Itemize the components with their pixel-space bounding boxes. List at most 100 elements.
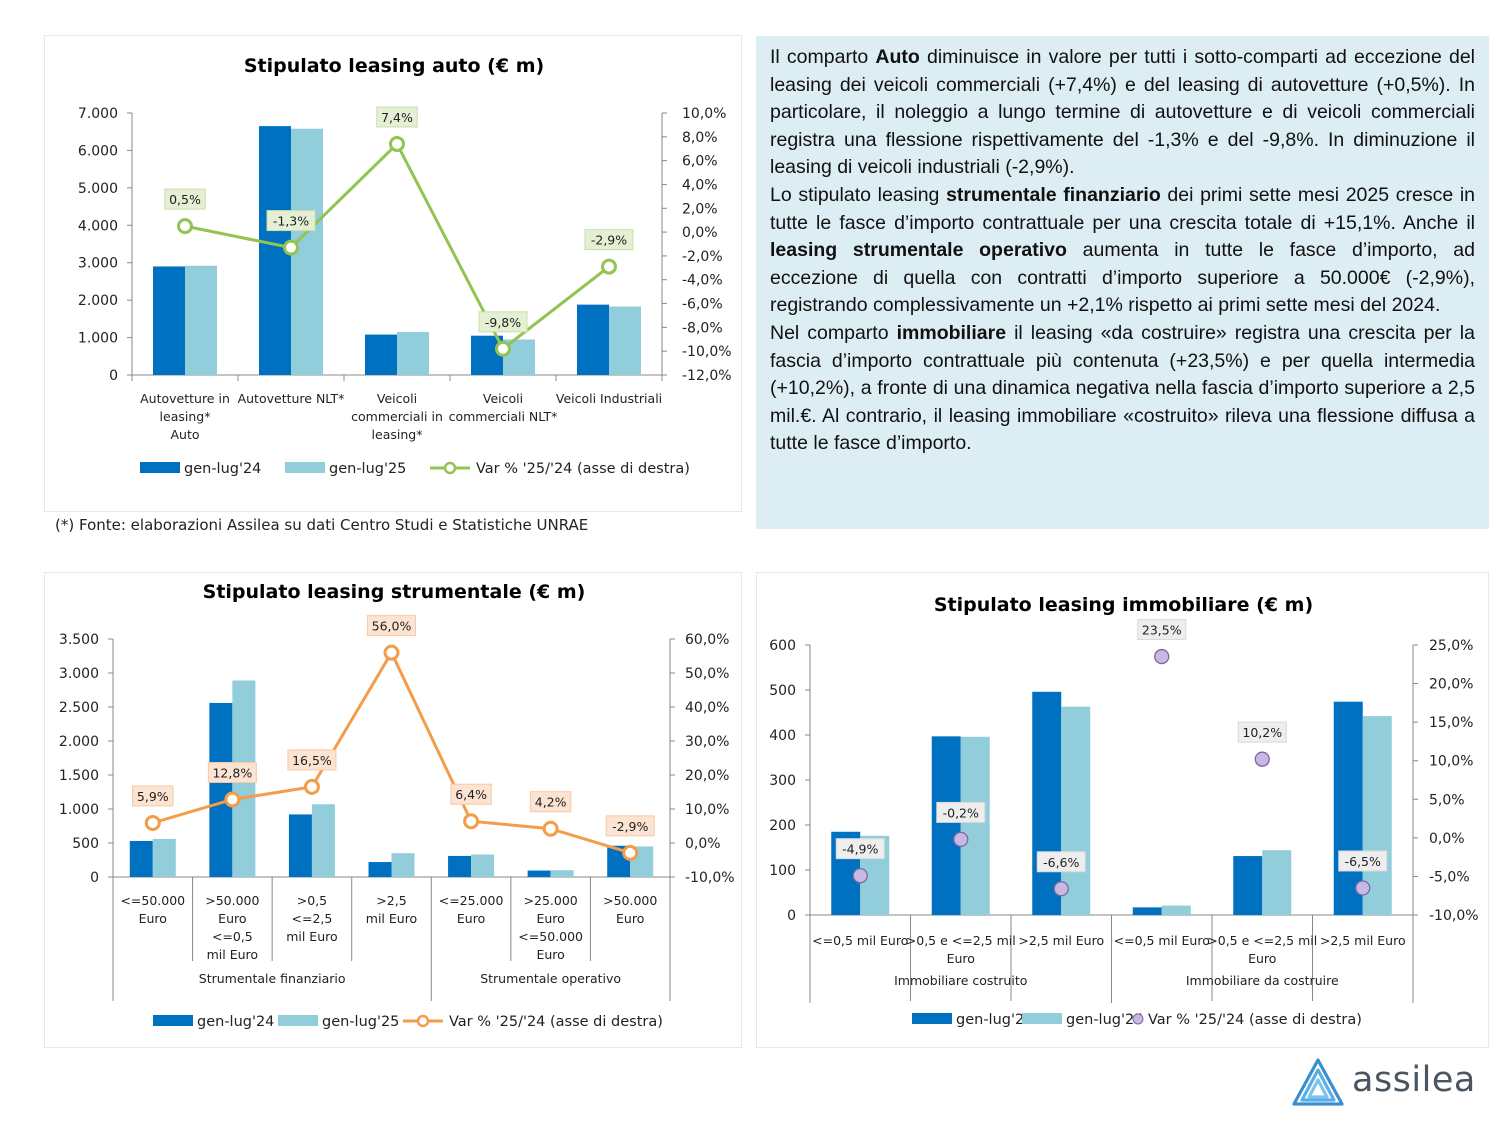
chart-title: Stipulato leasing immobiliare (€ m) [934, 594, 1313, 616]
bar-gen-lug-24 [1132, 907, 1162, 915]
y2-axis-tick-label: 50,0% [685, 666, 729, 682]
y-axis-tick-label: 1.500 [59, 768, 99, 784]
variation-data-label: 10,2% [1242, 725, 1282, 740]
commentary-bold-text: Auto [875, 46, 920, 68]
variation-label-box [287, 749, 337, 771]
category-label: >0,5 e <=2,5 mil [1207, 933, 1317, 948]
y-axis-tick-label: 6.000 [78, 143, 118, 159]
variation-point [601, 258, 617, 275]
y2-axis-tick-label: 0,0% [1429, 831, 1465, 847]
y2-axis-tick-label: -5,0% [1429, 869, 1470, 885]
y-axis-tick-label: 300 [769, 773, 796, 789]
variation-label-box [376, 106, 418, 128]
variation-data-label: -6,5% [1345, 854, 1381, 869]
bar-gen-lug-24 [368, 862, 392, 877]
variation-point [1053, 881, 1069, 897]
bar-gen-lug-25 [1362, 716, 1392, 915]
bar-gen-lug-24 [1333, 701, 1363, 915]
variation-data-label: 5,9% [137, 789, 169, 804]
y-axis-tick-label: 2.500 [59, 700, 99, 716]
variation-data-label: 12,8% [212, 765, 252, 780]
category-label: <=50.000 [518, 929, 583, 944]
legend-label: gen-lug'25 [322, 1014, 399, 1030]
category-label: <=2,5 [292, 911, 333, 926]
variation-label-box [207, 761, 257, 783]
variation-point [389, 135, 405, 152]
variation-point [953, 831, 969, 848]
category-label: Veicoli Industriali [556, 391, 662, 406]
variation-data-label: -0,2% [943, 805, 979, 820]
category-label: <=25.000 [439, 893, 504, 908]
legend-swatch-variation-marker [416, 1014, 430, 1028]
bar-gen-lug-24 [153, 266, 185, 375]
y2-axis-tick-label: 30,0% [685, 734, 729, 750]
commentary-bold-text: immobiliare [896, 321, 1007, 344]
variation-point [283, 239, 299, 256]
category-label: <=0,5 mil Euro [1114, 933, 1210, 948]
commentary-bold-text: leasing strumentale operativo [770, 239, 1067, 262]
legend-label: Var % '25/'24 (asse di destra) [449, 1014, 663, 1030]
category-label: <=0,5 mil Euro [812, 933, 908, 948]
source-note: (*) Fonte: elaborazioni Assilea su dati … [55, 516, 589, 534]
category-label: Euro [457, 911, 485, 926]
bar-gen-lug-24 [209, 702, 233, 877]
variation-data-label: 7,4% [381, 110, 413, 125]
legend-label: gen-lug'25 [329, 461, 406, 477]
y-axis-tick-label: 7.000 [78, 106, 118, 122]
y2-axis-tick-label: 15,0% [1429, 715, 1473, 731]
y-axis-tick-label: 0 [90, 870, 99, 886]
variation-point [177, 218, 193, 235]
bar-gen-lug-25 [185, 265, 217, 375]
variation-data-label: -6,6% [1043, 855, 1079, 870]
variation-label-box [936, 801, 986, 823]
variation-point [463, 813, 480, 830]
legend-swatch-gen-lug-25 [278, 1015, 318, 1026]
variation-point [542, 820, 559, 837]
bar-gen-lug-24 [577, 304, 609, 375]
category-label: >50.000 [603, 893, 657, 908]
variation-label-box [132, 785, 174, 807]
category-label: Euro [139, 911, 167, 926]
variation-data-label: 0,5% [169, 192, 201, 207]
y-axis-tick-label: 2.000 [59, 734, 99, 750]
y2-axis-tick-label: 10,0% [1429, 754, 1473, 770]
commentary-text: Lo stipulato leasing [770, 183, 947, 206]
assilea-logo-text: assilea [1352, 1060, 1476, 1100]
y-axis-tick-label: 500 [72, 836, 99, 852]
variation-data-label: 23,5% [1142, 623, 1182, 638]
category-label: Euro [218, 911, 246, 926]
y2-axis-tick-label: -12,0% [682, 368, 732, 384]
category-label: <=0,5 [212, 929, 253, 944]
assilea-logo-icon [1292, 1058, 1344, 1106]
bar-gen-lug-25 [152, 838, 176, 877]
y2-axis-tick-label: 10,0% [685, 802, 729, 818]
category-label: Veicoli [483, 391, 523, 406]
category-label: Euro [536, 947, 564, 962]
variation-data-label: 4,2% [535, 795, 567, 810]
variation-label-box [1338, 850, 1388, 872]
y2-axis-tick-label: -10,0% [685, 870, 735, 886]
y2-axis-tick-label: 5,0% [1429, 792, 1465, 808]
bar-gen-lug-24 [1233, 856, 1263, 915]
commentary-paragraph: Nel comparto immobiliare il leasing «da … [770, 320, 1475, 458]
category-label: mil Euro [366, 911, 417, 926]
legend-label: Var % '25/'24 (asse di destra) [476, 461, 690, 477]
commentary-paragraph: Lo stipulato leasing strumentale finanzi… [770, 182, 1475, 320]
legend-swatch-gen-lug-24 [140, 462, 180, 473]
category-label: >0,5 [297, 893, 327, 908]
y-axis-tick-label: 1.000 [59, 802, 99, 818]
legend-swatch-variation-marker [443, 461, 457, 475]
variation-label-box [450, 783, 492, 805]
variation-label-box [478, 311, 528, 333]
y2-axis-tick-label: 25,0% [1429, 638, 1473, 654]
y-axis-tick-label: 100 [769, 863, 796, 879]
y2-axis-tick-label: -10,0% [682, 344, 732, 360]
category-label: Euro [616, 911, 644, 926]
y2-axis-tick-label: 0,0% [685, 836, 721, 852]
y-axis-tick-label: 3.000 [78, 256, 118, 272]
variation-label-box [584, 229, 634, 251]
y2-axis-tick-label: -10,0% [1429, 908, 1479, 924]
category-label: >0,5 e <=2,5 mil [906, 933, 1016, 948]
legend-label: gen-lug'25 [1066, 1012, 1143, 1028]
bar-gen-lug-24 [1032, 691, 1062, 915]
